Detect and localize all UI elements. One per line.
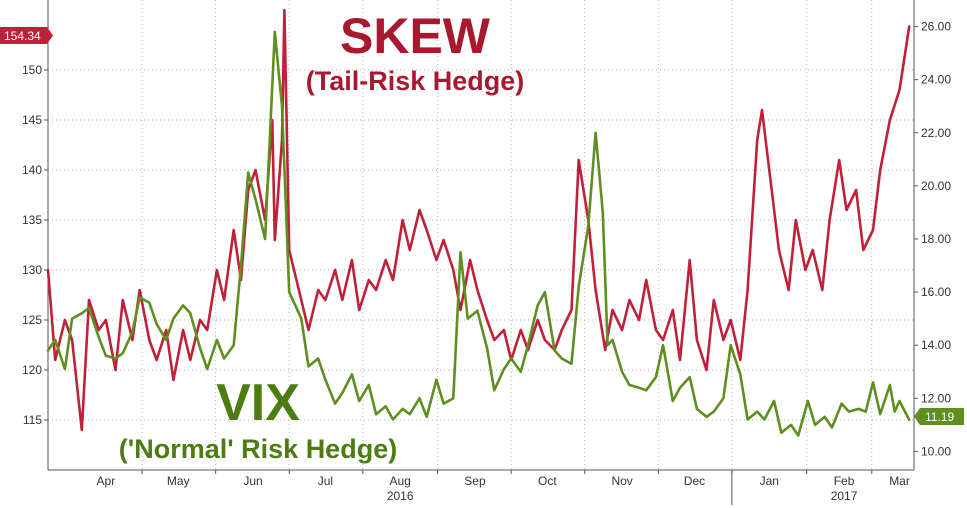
left-tick-label: 150 bbox=[22, 63, 42, 77]
axes bbox=[47, 0, 915, 471]
skew-title: SKEW bbox=[340, 8, 491, 64]
x-tick-label: May bbox=[167, 474, 190, 488]
skew-last-value: 154.34 bbox=[4, 29, 41, 43]
x-year-label: 2016 bbox=[387, 489, 414, 503]
right-tick-label: 24.00 bbox=[921, 73, 951, 87]
skew-last-value-badge: 154.34 bbox=[0, 27, 53, 44]
left-tick-label: 140 bbox=[22, 163, 42, 177]
x-axis-ticks: Apr May Jun Jul Aug Sep Oct Nov Dec Jan Feb Mar 2016… bbox=[97, 470, 910, 505]
x-tick-label: Oct bbox=[538, 474, 557, 488]
left-axis-ticks: 115 120 125 130 135 140 145 150 bbox=[22, 63, 48, 427]
skew-series-line bbox=[46, 8, 911, 432]
right-tick-label: 22.00 bbox=[921, 126, 951, 140]
grid bbox=[48, 0, 914, 470]
right-tick-label: 18.00 bbox=[921, 232, 951, 246]
vix-series-line bbox=[46, 30, 911, 437]
x-tick-label: Feb bbox=[834, 474, 855, 488]
left-tick-label: 120 bbox=[22, 363, 42, 377]
right-tick-label: 12.00 bbox=[921, 391, 951, 405]
series-layer bbox=[46, 8, 911, 437]
vix-last-value-badge: 11.19 bbox=[914, 408, 964, 425]
right-tick-label: 26.00 bbox=[921, 20, 951, 34]
left-tick-label: 125 bbox=[22, 313, 42, 327]
x-tick-label: Sep bbox=[464, 474, 486, 488]
vix-title: VIX bbox=[216, 374, 300, 432]
left-tick-label: 145 bbox=[22, 113, 42, 127]
vix-subtitle: ('Normal' Risk Hedge) bbox=[119, 434, 397, 464]
x-tick-label: Dec bbox=[684, 474, 705, 488]
x-year-label: 2017 bbox=[831, 489, 858, 503]
skew-subtitle: (Tail-Risk Hedge) bbox=[306, 66, 525, 96]
x-tick-label: Nov bbox=[611, 474, 632, 488]
x-tick-label: Aug bbox=[390, 474, 411, 488]
right-axis-ticks: 10.00 12.00 14.00 16.00 18.00 20.00 22.00 24.00… bbox=[914, 20, 951, 458]
right-tick-label: 14.00 bbox=[921, 338, 951, 352]
left-tick-label: 135 bbox=[22, 213, 42, 227]
x-tick-label: Mar bbox=[889, 474, 910, 488]
x-tick-label: Jul bbox=[318, 474, 333, 488]
x-tick-label: Jan bbox=[760, 474, 779, 488]
right-tick-label: 10.00 bbox=[921, 444, 951, 458]
x-tick-label: Apr bbox=[97, 474, 116, 488]
left-tick-label: 115 bbox=[23, 413, 42, 427]
left-tick-label: 130 bbox=[22, 263, 42, 277]
right-tick-label: 20.00 bbox=[921, 179, 951, 193]
vix-last-value: 11.19 bbox=[925, 410, 954, 424]
right-tick-label: 16.00 bbox=[921, 285, 951, 299]
x-tick-label: Jun bbox=[243, 474, 262, 488]
